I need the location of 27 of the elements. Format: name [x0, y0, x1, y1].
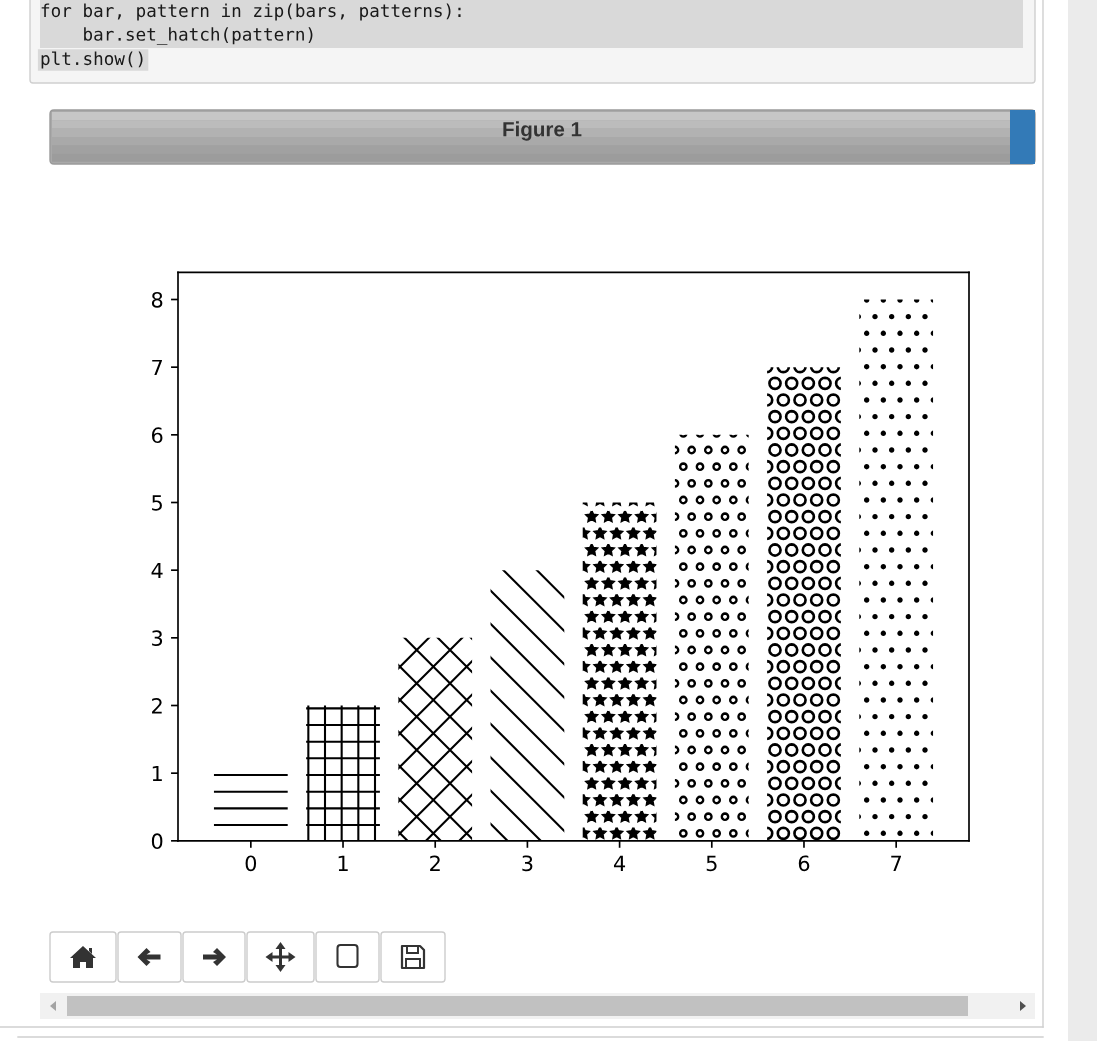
y-tick-label: 8: [151, 291, 163, 308]
y-tick-label: 3: [152, 630, 163, 647]
x-tick-label: 0: [245, 855, 257, 872]
bar: [398, 637, 473, 841]
bar: [306, 705, 380, 841]
x-tick-label: 4: [613, 855, 626, 871]
y-tick-label: 1: [152, 765, 162, 782]
y-tick-label: 0: [151, 833, 163, 850]
y-tick-label: 6: [151, 427, 163, 444]
x-tick-label: 1: [338, 855, 348, 871]
text: bar.set_hatch(pattern): [84, 27, 313, 45]
bar: [674, 434, 749, 841]
x-tick-label: 5: [706, 855, 717, 872]
y-tick-label: 2: [152, 697, 162, 714]
x-tick-label: 6: [798, 855, 810, 872]
bar: [490, 570, 565, 841]
y-tick-label: 5: [152, 495, 162, 511]
bar: [767, 367, 841, 841]
x-tick-label: 2: [430, 855, 440, 871]
y-tick-label: 7: [152, 359, 162, 376]
x-tick-label: 7: [891, 855, 902, 871]
text: plt.show(): [41, 51, 143, 69]
bar: [582, 502, 657, 841]
text: for bar, pattern in zip(bars, patterns):: [41, 3, 461, 21]
chart-title: Figure 1: [503, 121, 582, 141]
x-tick-label: 3: [522, 855, 533, 872]
y-tick-label: 4: [151, 562, 163, 579]
